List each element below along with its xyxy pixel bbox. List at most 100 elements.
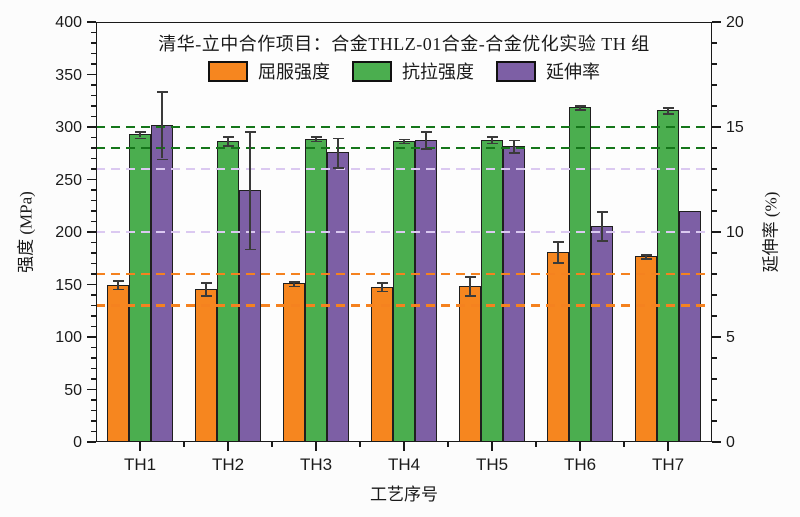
y-left-minor-tick (91, 157, 96, 160)
y-left-minor-tick (91, 241, 96, 244)
error-bar-cap (332, 137, 344, 140)
bar-TH3-抗拉强度 (305, 138, 327, 442)
y-right-tick-label: 20 (726, 14, 744, 31)
error-bar (513, 139, 515, 153)
bar-TH3-屈服强度 (283, 283, 305, 442)
y-right-tick-label: 10 (726, 224, 744, 241)
legend-label: 抗拉强度 (402, 62, 474, 82)
x-major-tick (579, 442, 581, 451)
y-right-minor-tick (712, 315, 717, 317)
chart-title: 清华-立中合作项目：合金THLZ-01合金-合金优化实验 TH 组 (158, 34, 650, 54)
y-left-minor-tick (91, 409, 96, 412)
y-left-minor-tick (91, 367, 96, 370)
error-bar-cap (244, 248, 256, 251)
legend-item-2: 延伸率 (496, 58, 600, 84)
error-bar (315, 136, 317, 141)
reference-line-260 (96, 167, 712, 171)
y-left-minor-tick (91, 273, 96, 275)
bar-TH6-屈服强度 (547, 251, 569, 442)
bar-TH1-延伸率 (151, 124, 173, 442)
error-bar-cap (134, 137, 146, 140)
y-left-minor-tick (91, 136, 96, 139)
legend-swatch-icon (352, 60, 392, 82)
y-left-minor-tick (91, 168, 96, 170)
y-right-major-tick (712, 126, 721, 128)
y-left-minor-tick (91, 262, 96, 265)
y-left-minor-tick (91, 147, 96, 149)
error-bar-cap (134, 131, 146, 133)
y-right-tick-label: 15 (726, 119, 744, 136)
error-bar-cap (640, 254, 652, 256)
error-bar-cap (288, 281, 300, 284)
y-left-minor-tick (91, 210, 96, 212)
legend-item-1: 抗拉强度 (352, 58, 474, 84)
error-bar-cap (596, 211, 608, 213)
error-bar (205, 282, 207, 295)
y-left-major-tick (87, 441, 96, 443)
error-bar-cap (596, 240, 608, 243)
reference-line-280 (96, 146, 712, 150)
error-bar-cap (376, 290, 388, 293)
y-left-minor-tick (91, 315, 96, 317)
y-left-minor-tick (91, 63, 96, 65)
legend-item-0: 屈服强度 (208, 58, 330, 84)
y-left-major-tick (87, 388, 96, 391)
y-left-minor-tick (91, 94, 96, 97)
error-bar-cap (662, 113, 674, 116)
x-minor-tick (535, 442, 537, 447)
y-right-minor-tick (712, 147, 717, 149)
legend-swatch-icon (496, 60, 536, 82)
legend: 屈服强度 抗拉强度 延伸率 (96, 58, 712, 84)
error-bar-cap (332, 166, 344, 169)
y-right-minor-tick (712, 294, 717, 296)
error-bar-cap (200, 295, 212, 297)
bar-TH2-屈服强度 (195, 288, 217, 442)
y-right-minor-tick (712, 420, 717, 422)
x-major-tick (227, 442, 229, 451)
reference-line-130 (96, 304, 712, 307)
error-bar (117, 280, 119, 289)
y-left-minor-tick (91, 84, 96, 86)
error-bar (557, 241, 559, 263)
y-left-minor-tick (91, 325, 96, 328)
x-axis-title: 工艺序号 (370, 485, 438, 504)
y-left-minor-tick (91, 199, 96, 202)
error-bar (293, 281, 295, 286)
y-right-major-tick (712, 441, 721, 443)
y-right-minor-tick (712, 378, 717, 380)
y-left-major-tick (87, 336, 96, 338)
x-minor-tick (447, 442, 449, 447)
x-minor-tick (623, 442, 625, 447)
y-right-minor-tick (712, 63, 717, 65)
bar-TH1-抗拉强度 (129, 134, 151, 442)
error-bar (667, 107, 669, 114)
y-left-tick-label: 100 (55, 329, 82, 346)
bar-TH3-延伸率 (327, 152, 349, 442)
error-bar-cap (486, 142, 498, 145)
bar-TH5-延伸率 (503, 145, 525, 442)
error-bar-cap (222, 136, 234, 139)
error-bar (161, 91, 163, 159)
error-bar-cap (420, 148, 432, 150)
error-bar-cap (222, 144, 234, 147)
y-left-minor-tick (91, 115, 96, 118)
y-right-minor-tick (712, 105, 717, 107)
reference-line-200 (96, 230, 712, 234)
x-tick-label: TH4 (387, 455, 421, 474)
y-left-tick-label: 200 (55, 224, 82, 241)
y-right-minor-tick (712, 273, 717, 275)
bar-TH7-延伸率 (679, 211, 701, 442)
error-bar-cap (464, 276, 476, 278)
error-bar-cap (112, 280, 124, 282)
x-tick-label: TH5 (475, 455, 509, 474)
y-left-tick-label: 300 (55, 119, 82, 136)
y-right-major-tick (712, 21, 721, 23)
error-bar (249, 131, 251, 249)
error-bar-cap (508, 152, 520, 154)
y-left-tick-label: 50 (64, 381, 82, 399)
error-bar-cap (288, 285, 300, 288)
x-tick-label: TH2 (211, 455, 245, 474)
error-bar-cap (376, 282, 388, 285)
y-right-minor-tick (712, 189, 717, 191)
